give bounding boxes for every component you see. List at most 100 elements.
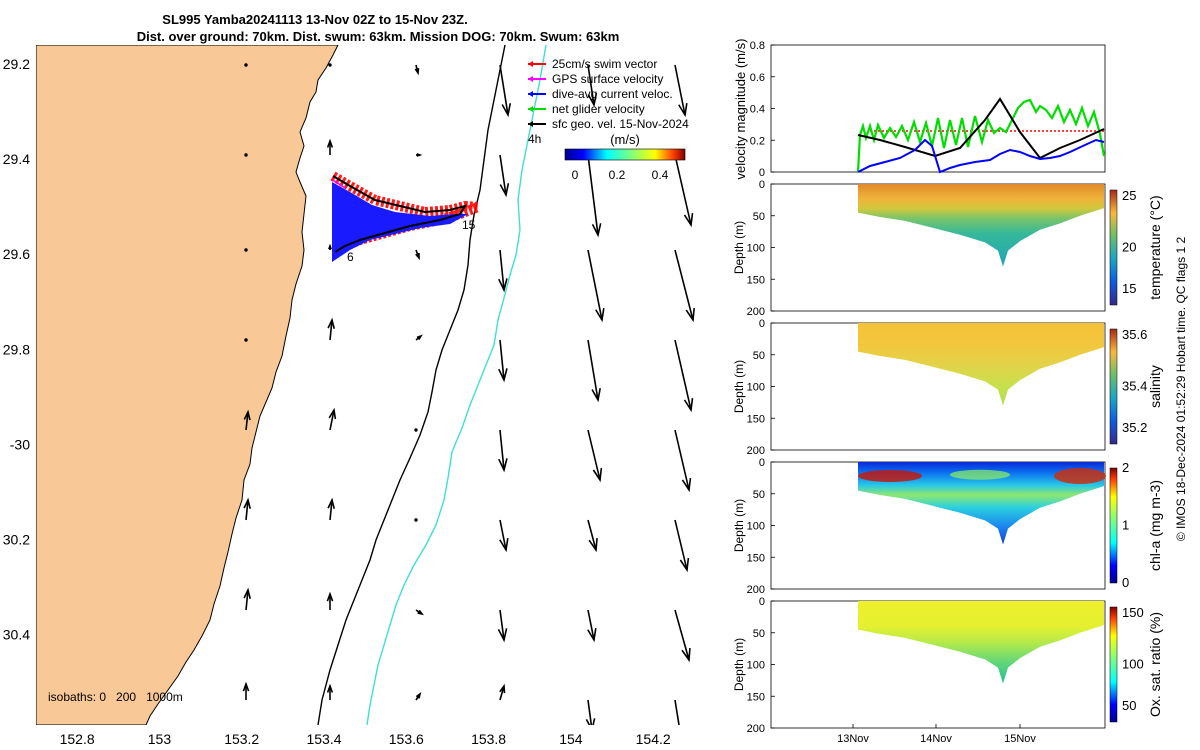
geostrophic-velocity-arrows	[242, 63, 695, 750]
geo-arrowhead	[243, 497, 252, 509]
geo-arrowhead	[326, 683, 334, 693]
geo-arrowhead	[497, 628, 508, 643]
time-tick-label: 13Nov	[837, 733, 869, 745]
section-data	[858, 601, 1104, 684]
geo-arrow	[328, 63, 332, 67]
geo-arrow	[674, 339, 692, 411]
geo-arrowhead	[498, 458, 508, 473]
colorbar-tick-label: 35.6	[1122, 327, 1147, 342]
geo-arrowhead	[243, 587, 252, 599]
depth-tick-label: 100	[747, 521, 765, 533]
section-ylabel: Depth (m)	[732, 499, 746, 552]
colorbar-tick-label: 1	[1122, 518, 1129, 533]
geo-arrow	[245, 589, 249, 611]
section-panel-0: 0 50 100 150 200 Depth (m) 25 20 15 temperature (…	[732, 179, 1163, 318]
section-ylabel: Depth (m)	[732, 221, 746, 274]
geo-arrowhead	[679, 557, 690, 573]
geo-arrow	[245, 411, 249, 431]
depth-tick-label: 100	[747, 243, 765, 255]
depth-tick-label: 50	[753, 211, 765, 223]
depth-tick-label: 0	[759, 179, 765, 191]
geo-arrowhead	[681, 477, 692, 493]
geo-arrowhead	[499, 538, 509, 553]
legend-label: 25cm/s swim vector	[552, 57, 657, 71]
section-panel-1: 0 50 100 150 200 Depth (m) 35.6 35.4 35.2salinit…	[732, 318, 1163, 457]
map-y-tick-label: 29.4	[3, 151, 30, 167]
geo-arrowhead	[683, 397, 694, 413]
geo-arrowhead	[677, 738, 685, 750]
geo-arrowhead	[592, 467, 603, 483]
colorbar-tick-label: 2	[1122, 460, 1129, 475]
colorbar-title: (m/s)	[610, 132, 640, 147]
geo-arrow	[244, 153, 248, 157]
legend-label: GPS surface velocity	[552, 72, 663, 86]
geo-arrowhead	[591, 223, 602, 238]
geo-arrow	[244, 248, 248, 252]
legend-arrowhead	[528, 61, 533, 67]
geo-arrow	[244, 338, 248, 342]
velocity-series-green	[856, 98, 1106, 173]
map-y-tick-label: 29.6	[3, 246, 30, 262]
velocity-y-tick-label: 0.6	[750, 72, 765, 84]
time-tick-label: 14Nov	[920, 733, 952, 745]
map-x-tick-label: 153.6	[389, 731, 424, 747]
legend-note: 4h	[528, 132, 541, 146]
section-data	[858, 323, 1104, 406]
geo-arrowhead	[326, 138, 334, 148]
velocity-panel: 0 0.2 0.4 0.6 0.8 velocity magnitude (m/s)	[733, 39, 1106, 179]
geo-arrow	[499, 609, 505, 641]
map-x-tick-label: 153.8	[471, 731, 506, 747]
legend-arrowhead	[528, 76, 533, 82]
geo-arrowhead	[416, 334, 423, 341]
map-x-tick-label: 153	[148, 731, 172, 747]
geo-arrowhead	[242, 681, 250, 692]
geo-arrowhead	[327, 317, 336, 329]
depth-tick-label: 150	[747, 691, 765, 703]
depth-tick-label: 200	[747, 306, 765, 318]
geo-arrow	[414, 518, 418, 522]
depth-tick-label: 50	[753, 489, 765, 501]
geo-arrow	[674, 249, 694, 321]
geo-arrowhead	[328, 407, 337, 420]
track-label-6: 6	[347, 250, 354, 264]
colorbar-label: Ox. sat. ratio (%)	[1147, 612, 1163, 717]
map-x-ticks: 152.8 153 153.2 153.4 153.6 153.8 154 154.2	[60, 731, 671, 747]
legend-arrowhead	[528, 106, 533, 112]
geo-arrow	[674, 699, 680, 725]
geo-arrow	[674, 154, 692, 226]
geo-arrowhead	[499, 183, 510, 198]
isobath-200	[317, 45, 506, 725]
geo-arrowhead	[683, 212, 694, 228]
legend-arrowhead	[528, 121, 533, 127]
map-y-tick-label: -30	[10, 436, 30, 452]
land	[36, 45, 339, 725]
colorbar-tick-label: 100	[1122, 657, 1144, 672]
isobaths-label: isobaths: 0 200 1000m	[48, 690, 183, 704]
depth-tick-label: 150	[747, 274, 765, 286]
time-tick-label: 15Nov	[1004, 733, 1036, 745]
geo-arrow	[587, 699, 593, 725]
velocity-axes	[770, 44, 1106, 173]
section-data	[858, 184, 1104, 267]
depth-tick-label: 0	[759, 318, 765, 330]
title-line-2: Dist. over ground: 70km. Dist. swum: 63k…	[137, 29, 620, 44]
geo-arrow	[499, 519, 507, 551]
map-x-tick-label: 154.2	[636, 731, 671, 747]
depth-tick-label: 50	[753, 628, 765, 640]
geo-arrow	[587, 429, 601, 481]
geo-arrow	[587, 339, 599, 401]
velocity-y-tick-label: 0.2	[750, 135, 765, 147]
geo-arrowhead	[328, 243, 332, 250]
geo-arrowhead	[499, 683, 506, 694]
geo-arrow	[674, 64, 686, 116]
legend-label: dive-avg current veloc.	[552, 87, 673, 101]
depth-tick-label: 200	[747, 445, 765, 457]
colorbar-label: temperature (°C)	[1147, 195, 1163, 299]
geo-arrow	[329, 319, 333, 341]
geo-arrowhead	[685, 307, 695, 323]
geo-arrowhead	[327, 497, 336, 509]
geo-arrow	[674, 519, 688, 571]
geo-arrow	[499, 429, 505, 471]
